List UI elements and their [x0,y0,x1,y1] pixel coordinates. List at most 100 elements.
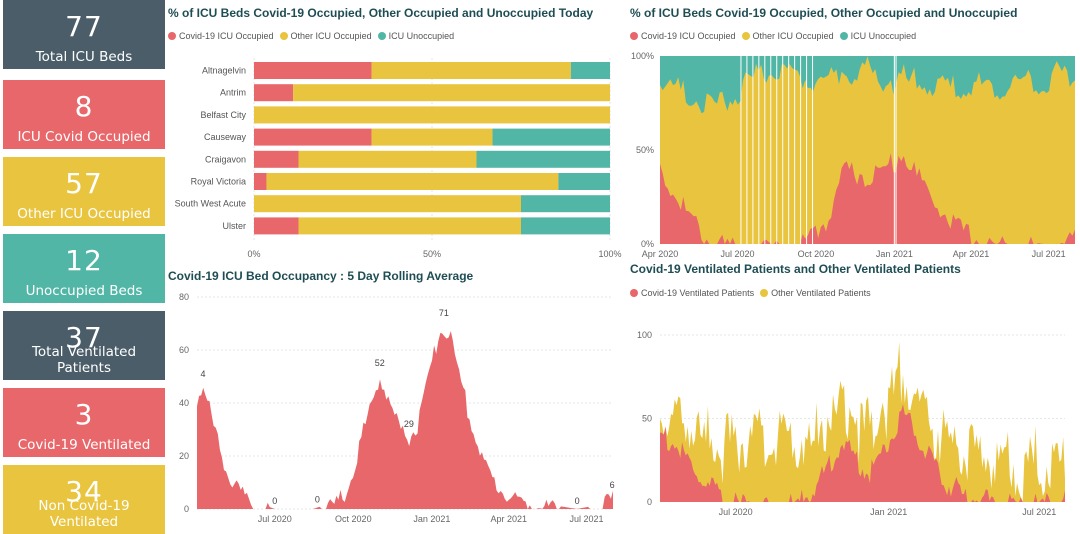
x-tick-label: Jul 2021 [1032,249,1066,259]
area-other-ventilated [660,341,1065,502]
legend-swatch [630,289,638,297]
kpi-tile: 37 Total Ventilated Patients [3,311,165,380]
bar-segment [254,62,372,79]
kpi-label: Non Covid-19 Ventilated [38,498,130,530]
x-tick-label: Jul 2020 [719,507,753,517]
legend-item: Other ICU Occupied [741,31,834,41]
data-label: 6 [610,480,615,490]
x-tick-label: Jan 2021 [876,249,913,259]
legend-swatch [839,32,848,40]
kpi-label: Unoccupied Beds [25,283,143,299]
x-tick-label: 0% [247,249,260,259]
legend-swatch [630,32,638,40]
kpi-label: Total ICU Beds [35,49,133,65]
bar-segment [521,195,610,213]
bar-segment [570,62,610,79]
x-tick-label: Apr 2020 [642,249,679,259]
legend-label: ICU Unoccupied [388,31,455,41]
kpi-value: 37 [65,321,103,354]
kpi-tile: 57 Other ICU Occupied [3,157,165,226]
y-tick-label: Ulster [222,221,246,231]
kpi-value: 77 [65,10,103,43]
legend-swatch [760,289,769,297]
bar-segment [266,173,559,190]
kpi-tile: 3 Covid-19 Ventilated [3,388,165,457]
bar-segment [558,173,610,190]
bar-segment [293,84,610,102]
legend-item: Other ICU Occupied [279,31,372,41]
y-tick-label: 20 [179,451,189,461]
x-tick-label: Apr 2021 [491,514,528,524]
y-tick-label: 80 [179,292,189,302]
legend-label: Other Ventilated Patients [771,288,871,298]
kpi-label: ICU Covid Occupied [17,129,151,145]
x-tick-label: Jul 2020 [258,514,292,524]
bar-segment [254,195,521,213]
legend-item: ICU Unoccupied [377,31,455,41]
bar-chart-title: % of ICU Beds Covid-19 Occupied, Other O… [168,6,594,20]
legend-swatch [168,32,176,40]
x-tick-label: Oct 2020 [335,514,372,524]
x-tick-label: Apr 2021 [953,249,990,259]
kpi-tile: 77 Total ICU Beds [3,0,165,69]
bar-segment [254,84,294,102]
data-label: 0 [272,496,277,506]
y-tick-label: 0 [184,504,189,514]
x-tick-label: Jul 2021 [570,514,604,524]
vent-chart-legend: Covid-19 Ventilated Patients Other Ventil… [630,288,877,298]
bar-chart-legend: Covid-19 ICU Occupied Other ICU Occupied I… [168,31,460,41]
kpi-label: Covid-19 Ventilated [17,437,151,453]
y-tick-label: Craigavon [205,154,246,164]
data-label: 52 [375,358,385,368]
x-tick-label: Oct 2020 [798,249,835,259]
legend-label: Covid-19 ICU Occupied [641,31,736,41]
bar-segment [492,128,610,146]
x-tick-label: Jan 2021 [870,507,907,517]
y-tick-label: 100% [631,51,654,61]
bar-segment [254,150,299,168]
data-label: 4 [200,369,205,379]
legend-swatch [377,32,386,40]
bar-segment [298,217,521,235]
y-tick-label: 60 [179,345,189,355]
kpi-value: 34 [65,475,103,508]
y-tick-label: Altnagelvin [202,66,246,76]
area100-chart-title: % of ICU Beds Covid-19 Occupied, Other O… [630,6,1018,20]
kpi-value: 12 [65,244,103,277]
bar-segment [521,217,610,235]
data-label: 71 [439,308,449,318]
y-tick-label: Causeway [204,132,247,142]
y-tick-label: Antrim [220,88,246,98]
y-tick-label: 50% [636,145,654,155]
legend-item: Other Ventilated Patients [760,288,871,298]
kpi-tile: 34 Non Covid-19 Ventilated [3,465,165,534]
bar-segment [254,173,267,190]
kpi-value: 3 [74,398,94,431]
y-tick-label: 40 [179,398,189,408]
kpi-value: 8 [74,90,94,123]
area-covid-rolling-average [197,331,613,509]
bar-segment [254,128,372,146]
bar-segment [476,150,610,168]
kpi-value: 57 [65,167,103,200]
legend-swatch [741,32,750,40]
legend-label: Covid-19 Ventilated Patients [641,288,755,298]
legend-item: Covid-19 ICU Occupied [630,31,736,41]
legend-item: ICU Unoccupied [839,31,916,41]
vent-chart-title: Covid-19 Ventilated Patients and Other V… [630,262,961,276]
legend-swatch [279,32,288,40]
bar-segment [254,106,610,124]
data-label: 29 [404,419,414,429]
x-tick-label: 100% [598,249,621,259]
y-tick-label: 0% [641,239,654,249]
area-covid-ventilated [660,404,1065,502]
y-tick-label: South West Acute [175,199,246,209]
kpi-label: Other ICU Occupied [17,206,151,222]
legend-label: Covid-19 ICU Occupied [179,31,274,41]
bar-segment [254,217,299,235]
area100-chart-legend: Covid-19 ICU Occupied Other ICU Occupied I… [630,31,922,41]
legend-label: Other ICU Occupied [752,31,834,41]
x-tick-label: Jul 2020 [721,249,755,259]
y-tick-label: 0 [647,497,652,507]
